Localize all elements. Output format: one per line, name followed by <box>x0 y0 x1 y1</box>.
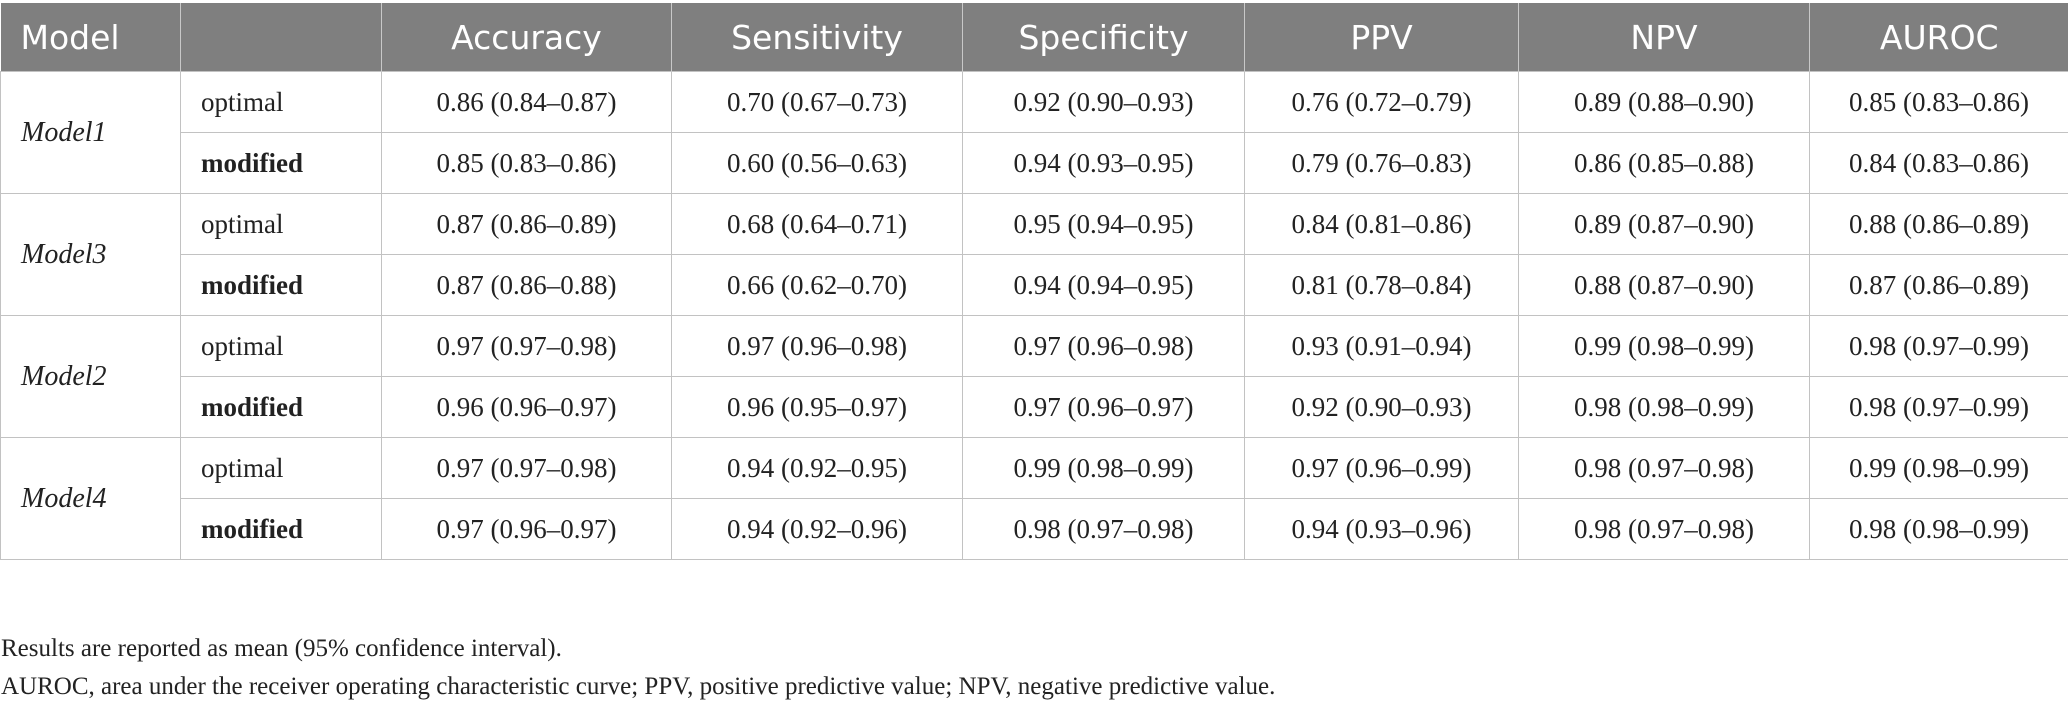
specificity-cell: 0.98 (0.97–0.98) <box>963 499 1245 560</box>
table-row: modified 0.97 (0.96–0.97) 0.94 (0.92–0.9… <box>1 499 2068 560</box>
variant-label: optimal <box>181 72 382 133</box>
auroc-cell: 0.98 (0.97–0.99) <box>1810 377 2068 438</box>
sensitivity-cell: 0.97 (0.96–0.98) <box>672 316 963 377</box>
header-auroc: AUROC <box>1810 3 2068 72</box>
accuracy-cell: 0.85 (0.83–0.86) <box>382 133 672 194</box>
variant-label: modified <box>181 499 382 560</box>
header-model: Model <box>1 3 181 72</box>
ppv-cell: 0.92 (0.90–0.93) <box>1245 377 1519 438</box>
ppv-cell: 0.93 (0.91–0.94) <box>1245 316 1519 377</box>
sensitivity-cell: 0.96 (0.95–0.97) <box>672 377 963 438</box>
sensitivity-cell: 0.66 (0.62–0.70) <box>672 255 963 316</box>
header-specificity: Specificity <box>963 3 1245 72</box>
header-variant <box>181 3 382 72</box>
npv-cell: 0.98 (0.97–0.98) <box>1519 499 1810 560</box>
table-row: modified 0.85 (0.83–0.86) 0.60 (0.56–0.6… <box>1 133 2068 194</box>
table-row: Model4 optimal 0.97 (0.97–0.98) 0.94 (0.… <box>1 438 2068 499</box>
table-body: Model1 optimal 0.86 (0.84–0.87) 0.70 (0.… <box>1 72 2068 560</box>
table-header: Model Accuracy Sensitivity Specificity P… <box>1 3 2068 72</box>
header-accuracy: Accuracy <box>382 3 672 72</box>
accuracy-cell: 0.86 (0.84–0.87) <box>382 72 672 133</box>
auroc-cell: 0.99 (0.98–0.99) <box>1810 438 2068 499</box>
model-name: Model2 <box>1 316 181 438</box>
auroc-cell: 0.84 (0.83–0.86) <box>1810 133 2068 194</box>
table-footnotes: Results are reported as mean (95% confid… <box>1 630 1275 706</box>
model-name: Model4 <box>1 438 181 560</box>
npv-cell: 0.99 (0.98–0.99) <box>1519 316 1810 377</box>
specificity-cell: 0.94 (0.93–0.95) <box>963 133 1245 194</box>
header-sensitivity: Sensitivity <box>672 3 963 72</box>
ppv-cell: 0.94 (0.93–0.96) <box>1245 499 1519 560</box>
results-table: Model Accuracy Sensitivity Specificity P… <box>0 3 2068 560</box>
sensitivity-cell: 0.94 (0.92–0.96) <box>672 499 963 560</box>
auroc-cell: 0.88 (0.86–0.89) <box>1810 194 2068 255</box>
variant-label: modified <box>181 377 382 438</box>
variant-label: modified <box>181 133 382 194</box>
table-row: Model3 optimal 0.87 (0.86–0.89) 0.68 (0.… <box>1 194 2068 255</box>
sensitivity-cell: 0.70 (0.67–0.73) <box>672 72 963 133</box>
specificity-cell: 0.92 (0.90–0.93) <box>963 72 1245 133</box>
auroc-cell: 0.87 (0.86–0.89) <box>1810 255 2068 316</box>
accuracy-cell: 0.97 (0.97–0.98) <box>382 438 672 499</box>
header-npv: NPV <box>1519 3 1810 72</box>
specificity-cell: 0.95 (0.94–0.95) <box>963 194 1245 255</box>
variant-label: modified <box>181 255 382 316</box>
npv-cell: 0.89 (0.88–0.90) <box>1519 72 1810 133</box>
npv-cell: 0.98 (0.97–0.98) <box>1519 438 1810 499</box>
sensitivity-cell: 0.68 (0.64–0.71) <box>672 194 963 255</box>
npv-cell: 0.88 (0.87–0.90) <box>1519 255 1810 316</box>
accuracy-cell: 0.97 (0.97–0.98) <box>382 316 672 377</box>
model-name: Model1 <box>1 72 181 194</box>
footnote-abbreviations: AUROC, area under the receiver operating… <box>1 668 1275 706</box>
footnote-results: Results are reported as mean (95% confid… <box>1 630 1275 668</box>
auroc-cell: 0.85 (0.83–0.86) <box>1810 72 2068 133</box>
table-row: modified 0.96 (0.96–0.97) 0.96 (0.95–0.9… <box>1 377 2068 438</box>
sensitivity-cell: 0.94 (0.92–0.95) <box>672 438 963 499</box>
sensitivity-cell: 0.60 (0.56–0.63) <box>672 133 963 194</box>
npv-cell: 0.86 (0.85–0.88) <box>1519 133 1810 194</box>
specificity-cell: 0.97 (0.96–0.97) <box>963 377 1245 438</box>
accuracy-cell: 0.96 (0.96–0.97) <box>382 377 672 438</box>
ppv-cell: 0.76 (0.72–0.79) <box>1245 72 1519 133</box>
auroc-cell: 0.98 (0.97–0.99) <box>1810 316 2068 377</box>
auroc-cell: 0.98 (0.98–0.99) <box>1810 499 2068 560</box>
ppv-cell: 0.79 (0.76–0.83) <box>1245 133 1519 194</box>
ppv-cell: 0.84 (0.81–0.86) <box>1245 194 1519 255</box>
npv-cell: 0.89 (0.87–0.90) <box>1519 194 1810 255</box>
table-row: Model2 optimal 0.97 (0.97–0.98) 0.97 (0.… <box>1 316 2068 377</box>
accuracy-cell: 0.87 (0.86–0.89) <box>382 194 672 255</box>
accuracy-cell: 0.97 (0.96–0.97) <box>382 499 672 560</box>
header-row: Model Accuracy Sensitivity Specificity P… <box>1 3 2068 72</box>
variant-label: optimal <box>181 438 382 499</box>
ppv-cell: 0.81 (0.78–0.84) <box>1245 255 1519 316</box>
ppv-cell: 0.97 (0.96–0.99) <box>1245 438 1519 499</box>
table-row: modified 0.87 (0.86–0.88) 0.66 (0.62–0.7… <box>1 255 2068 316</box>
npv-cell: 0.98 (0.98–0.99) <box>1519 377 1810 438</box>
specificity-cell: 0.94 (0.94–0.95) <box>963 255 1245 316</box>
header-ppv: PPV <box>1245 3 1519 72</box>
variant-label: optimal <box>181 194 382 255</box>
specificity-cell: 0.97 (0.96–0.98) <box>963 316 1245 377</box>
model-name: Model3 <box>1 194 181 316</box>
accuracy-cell: 0.87 (0.86–0.88) <box>382 255 672 316</box>
specificity-cell: 0.99 (0.98–0.99) <box>963 438 1245 499</box>
variant-label: optimal <box>181 316 382 377</box>
table-row: Model1 optimal 0.86 (0.84–0.87) 0.70 (0.… <box>1 72 2068 133</box>
